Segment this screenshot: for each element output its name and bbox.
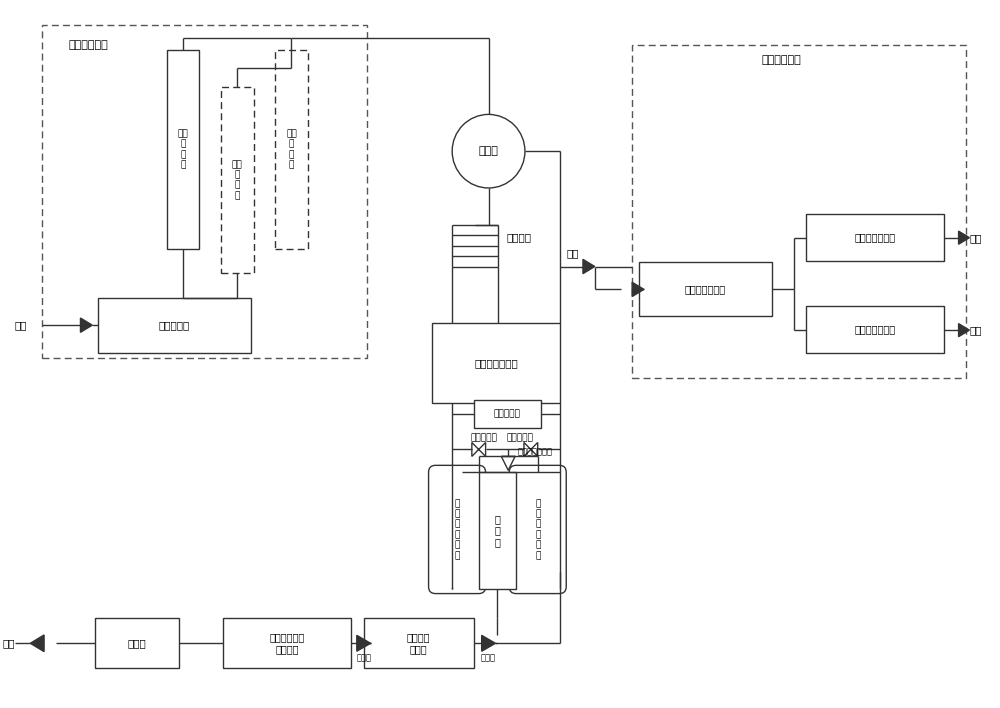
FancyBboxPatch shape xyxy=(806,307,944,353)
Text: 废气: 废气 xyxy=(969,233,982,243)
Text: 二级排气消音器: 二级排气消音器 xyxy=(854,232,896,242)
Text: 电子氧气流量
调节装置: 电子氧气流量 调节装置 xyxy=(269,632,305,654)
FancyBboxPatch shape xyxy=(806,214,944,261)
Text: 单向阀: 单向阀 xyxy=(356,653,371,663)
Text: 一级排气消音器: 一级排气消音器 xyxy=(685,284,726,294)
Text: 散热装置: 散热装置 xyxy=(506,232,531,241)
Circle shape xyxy=(452,115,525,188)
Text: 单向阀: 单向阀 xyxy=(481,653,496,663)
Text: 三级
过
滤
器: 三级 过 滤 器 xyxy=(232,160,243,200)
FancyBboxPatch shape xyxy=(98,298,251,353)
Polygon shape xyxy=(583,259,595,274)
Text: 第
二
分
子
筛
塔: 第 二 分 子 筛 塔 xyxy=(535,499,540,560)
Text: 第一针型阀: 第一针型阀 xyxy=(471,433,498,442)
Text: 空气: 空气 xyxy=(15,320,27,330)
Polygon shape xyxy=(632,282,644,297)
Text: 湿化器: 湿化器 xyxy=(128,639,146,649)
FancyBboxPatch shape xyxy=(479,472,516,588)
Text: 第
一
分
子
筛
塔: 第 一 分 子 筛 塔 xyxy=(454,499,460,560)
Text: 单向阀控制组件: 单向阀控制组件 xyxy=(518,447,553,457)
Text: 废气: 废气 xyxy=(567,249,579,258)
Text: 进气过滤系统: 进气过滤系统 xyxy=(69,40,108,50)
Polygon shape xyxy=(482,635,495,651)
Text: 四级
过
滤
器: 四级 过 滤 器 xyxy=(286,129,297,169)
Text: 氧气浓度
传感器: 氧气浓度 传感器 xyxy=(407,632,430,654)
Text: 电磁气体分配阀: 电磁气体分配阀 xyxy=(475,358,518,368)
FancyBboxPatch shape xyxy=(509,465,566,593)
Text: 一级过滤器: 一级过滤器 xyxy=(159,321,190,331)
Polygon shape xyxy=(959,324,969,337)
FancyBboxPatch shape xyxy=(167,50,199,249)
FancyBboxPatch shape xyxy=(95,618,179,668)
Polygon shape xyxy=(959,231,969,244)
Polygon shape xyxy=(80,318,92,332)
FancyBboxPatch shape xyxy=(223,618,351,668)
Text: 第二针型阀: 第二针型阀 xyxy=(506,433,533,442)
FancyBboxPatch shape xyxy=(639,261,772,316)
Text: 压缩机: 压缩机 xyxy=(479,146,498,156)
FancyBboxPatch shape xyxy=(474,400,541,428)
Text: 电磁均压阀: 电磁均压阀 xyxy=(494,409,521,418)
Text: 二级
过
滤
器: 二级 过 滤 器 xyxy=(178,129,189,169)
FancyBboxPatch shape xyxy=(432,323,560,403)
Text: 储
氧
罐: 储 氧 罐 xyxy=(494,514,500,547)
FancyBboxPatch shape xyxy=(364,618,474,668)
Polygon shape xyxy=(30,635,44,651)
Polygon shape xyxy=(357,635,371,651)
FancyBboxPatch shape xyxy=(275,50,308,249)
FancyBboxPatch shape xyxy=(221,86,254,273)
Text: 废气: 废气 xyxy=(969,325,982,335)
FancyBboxPatch shape xyxy=(429,465,486,593)
Text: 氧气: 氧气 xyxy=(2,639,15,649)
Text: 排气过滤系统: 排气过滤系统 xyxy=(762,55,801,64)
Text: 三级排气消音器: 三级排气消音器 xyxy=(854,325,896,335)
